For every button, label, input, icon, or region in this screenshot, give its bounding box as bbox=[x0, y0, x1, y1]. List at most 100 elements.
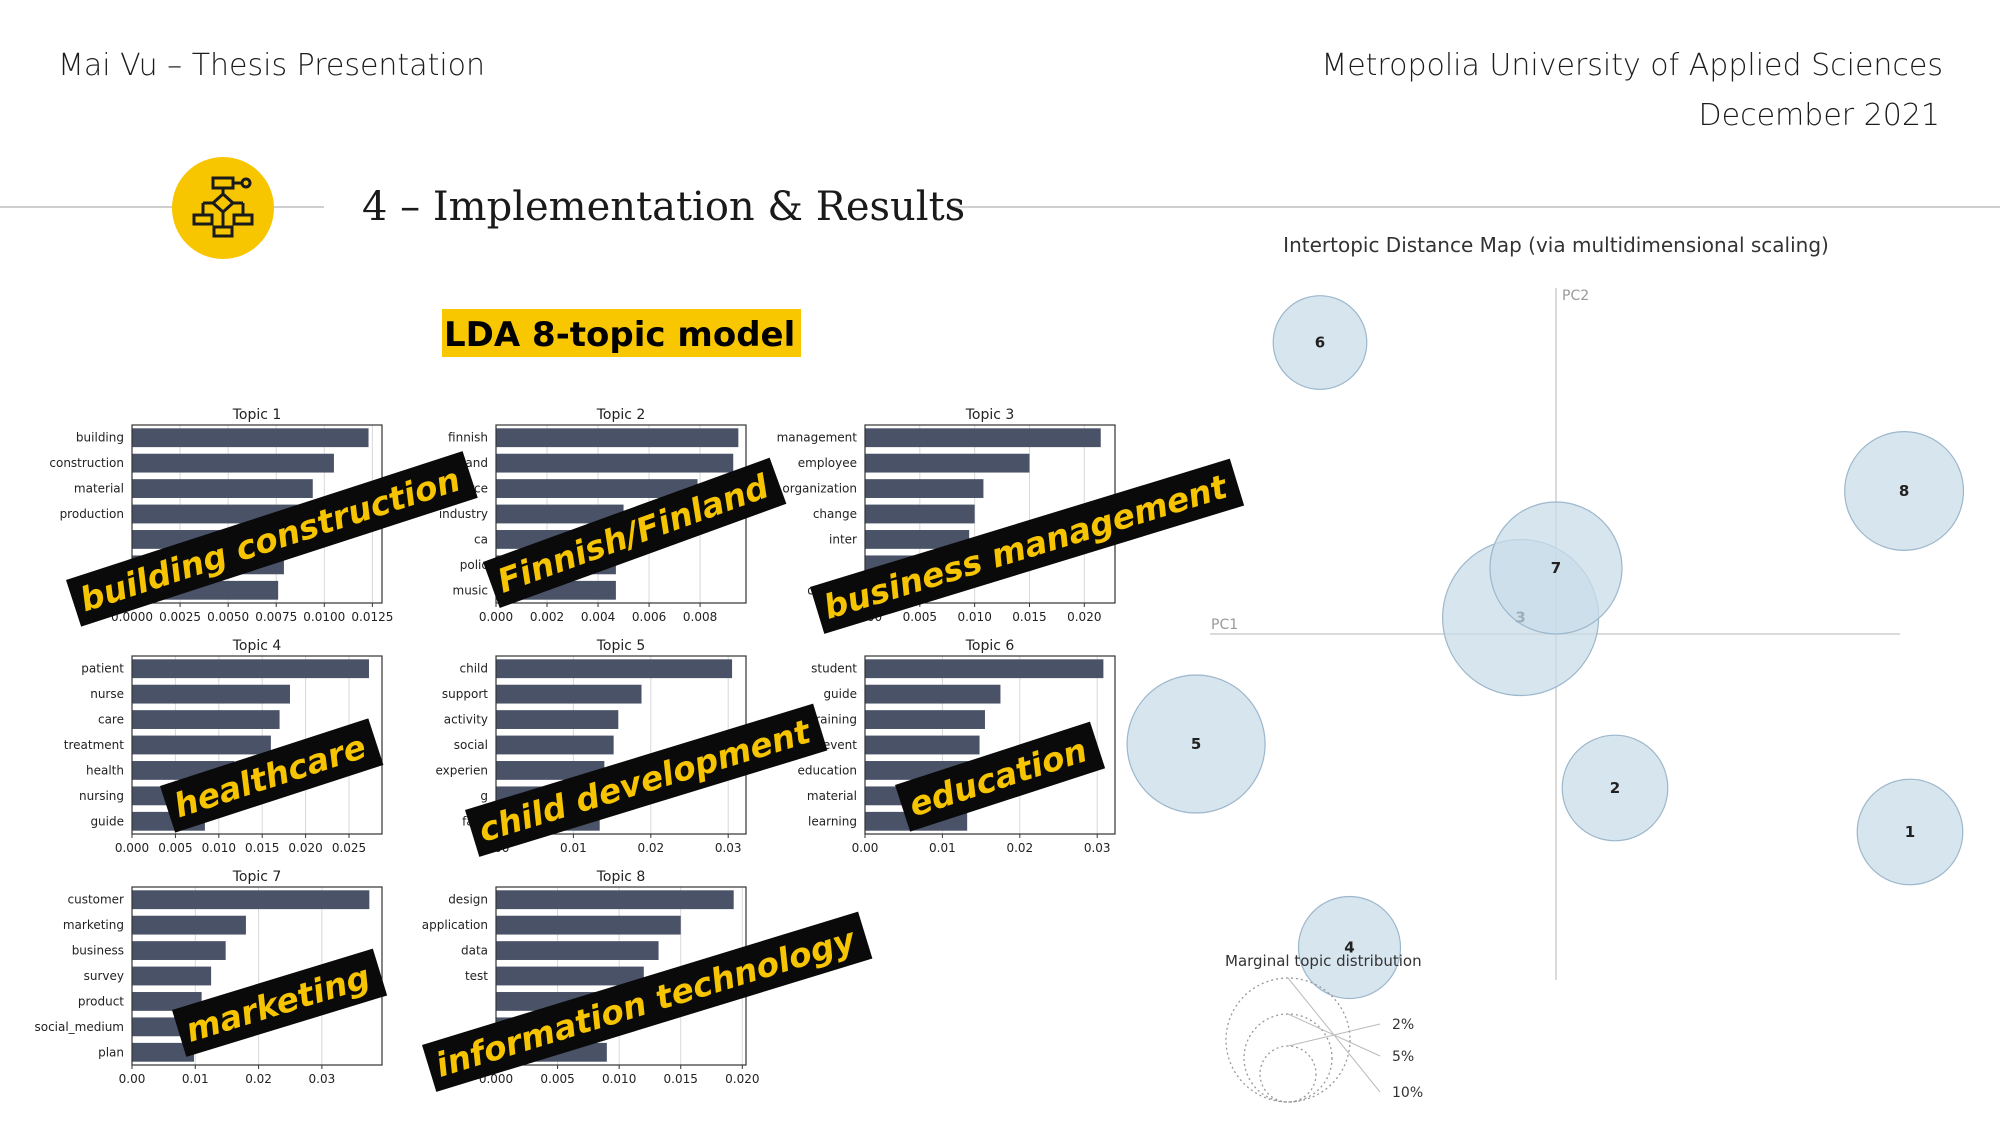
category-label: inter bbox=[829, 532, 857, 546]
legend-circle bbox=[1259, 1045, 1317, 1103]
category-label: social_medium bbox=[34, 1020, 124, 1034]
topic-circle-5 bbox=[1126, 674, 1266, 814]
bar bbox=[865, 735, 980, 755]
bar bbox=[865, 710, 985, 729]
category-label: event bbox=[823, 738, 857, 752]
divider-mid bbox=[274, 206, 324, 208]
category-label: construction bbox=[49, 456, 124, 470]
tick-label: 0.0125 bbox=[351, 610, 393, 624]
bar bbox=[496, 453, 734, 473]
category-label: learning bbox=[808, 814, 857, 828]
tick-label: 0.00 bbox=[852, 841, 879, 855]
bar bbox=[496, 941, 659, 960]
legend-circle bbox=[1225, 977, 1351, 1103]
bar bbox=[865, 479, 984, 498]
flowchart-icon bbox=[172, 157, 274, 259]
topic-circle-label: 1 bbox=[1905, 823, 1915, 841]
category-label: care bbox=[98, 713, 124, 727]
topic-circle-label: 4 bbox=[1344, 939, 1354, 957]
bar bbox=[865, 659, 1104, 679]
chart-frame bbox=[864, 655, 1116, 835]
tick-label: 0.005 bbox=[158, 841, 192, 855]
category-label: nursing bbox=[79, 789, 124, 803]
category-label: treatment bbox=[64, 738, 124, 752]
chart-title: Topic 3 bbox=[965, 407, 1015, 423]
tick-label: 0.0000 bbox=[111, 610, 153, 624]
chart-title: Topic 1 bbox=[232, 407, 282, 423]
tick-label: 0.0100 bbox=[303, 610, 345, 624]
bar bbox=[132, 453, 334, 473]
divider-left bbox=[0, 206, 172, 208]
category-label: plan bbox=[98, 1045, 124, 1059]
legend-leader bbox=[1287, 977, 1381, 1093]
bar bbox=[496, 890, 734, 910]
bar bbox=[496, 684, 642, 704]
category-label: product bbox=[78, 994, 124, 1008]
tick-label: 0.00 bbox=[119, 1072, 146, 1086]
tick-label: 0.010 bbox=[602, 1072, 636, 1086]
bar bbox=[132, 890, 370, 910]
category-label: customer bbox=[67, 893, 124, 907]
tick-label: 0.008 bbox=[683, 610, 717, 624]
topic-circle-7 bbox=[1489, 501, 1623, 635]
category-label: guide bbox=[90, 814, 124, 828]
category-label: management bbox=[777, 431, 858, 445]
bar bbox=[496, 710, 619, 729]
tick-label: 0.000 bbox=[479, 610, 513, 624]
category-label: test bbox=[465, 969, 488, 983]
category-label: health bbox=[86, 763, 124, 777]
category-label: design bbox=[448, 893, 488, 907]
bar bbox=[132, 966, 212, 986]
category-label: employee bbox=[798, 456, 857, 470]
tick-label: 0.02 bbox=[245, 1072, 272, 1086]
category-label: ca bbox=[474, 532, 488, 546]
pc2-label: PC2 bbox=[1562, 288, 1589, 304]
bar bbox=[865, 453, 1030, 473]
university-name: Metropolia University of Applied Science… bbox=[1321, 48, 1943, 83]
category-label: industry bbox=[439, 507, 488, 521]
category-label: guide bbox=[823, 687, 857, 701]
legend-size-label: 5% bbox=[1392, 1049, 1414, 1065]
tick-label: 0.01 bbox=[560, 841, 587, 855]
category-label: support bbox=[442, 687, 488, 701]
category-label: building bbox=[76, 431, 124, 445]
tick-label: 0.02 bbox=[1006, 841, 1033, 855]
category-label: training bbox=[811, 713, 858, 727]
bar bbox=[496, 504, 624, 524]
category-label: material bbox=[807, 789, 857, 803]
chart-title: Topic 5 bbox=[596, 638, 646, 654]
tick-label: 0.000 bbox=[115, 841, 149, 855]
tick-label: 0.0050 bbox=[207, 610, 249, 624]
category-label: experien bbox=[435, 763, 488, 777]
tick-label: 0.015 bbox=[664, 1072, 698, 1086]
tick-label: 0.03 bbox=[715, 841, 742, 855]
tick-label: 0.002 bbox=[530, 610, 564, 624]
category-label: music bbox=[453, 583, 488, 597]
chart-frame bbox=[131, 886, 383, 1066]
category-label: survey bbox=[84, 969, 124, 983]
category-label: finnish bbox=[448, 431, 488, 445]
bar bbox=[496, 659, 733, 679]
bar bbox=[865, 504, 975, 524]
bar bbox=[496, 966, 644, 986]
legend-circle bbox=[1243, 1013, 1333, 1103]
bar bbox=[865, 428, 1101, 448]
bar bbox=[496, 915, 681, 935]
tick-label: 0.020 bbox=[1067, 610, 1101, 624]
lda-model-title: LDA 8-topic model bbox=[442, 309, 802, 357]
legend-title: Marginal topic distribution bbox=[1225, 952, 1422, 970]
chart-title: Topic 8 bbox=[596, 869, 646, 885]
bar bbox=[132, 941, 226, 960]
bar bbox=[496, 735, 614, 755]
category-label: social bbox=[454, 738, 488, 752]
tick-label: 0.010 bbox=[202, 841, 236, 855]
category-label: polic bbox=[460, 558, 488, 572]
topic-circle-4 bbox=[1297, 895, 1402, 1000]
presentation-date: December 2021 bbox=[1698, 98, 1940, 133]
category-label: nurse bbox=[90, 687, 124, 701]
tick-label: 0.020 bbox=[725, 1072, 759, 1086]
tick-label: 0.005 bbox=[540, 1072, 574, 1086]
bar bbox=[132, 684, 290, 704]
topic-chart-6: Topic 6 0.00 0.01 0.02 0.03 student guide train… bbox=[797, 638, 1116, 855]
tick-label: 0.020 bbox=[288, 841, 322, 855]
